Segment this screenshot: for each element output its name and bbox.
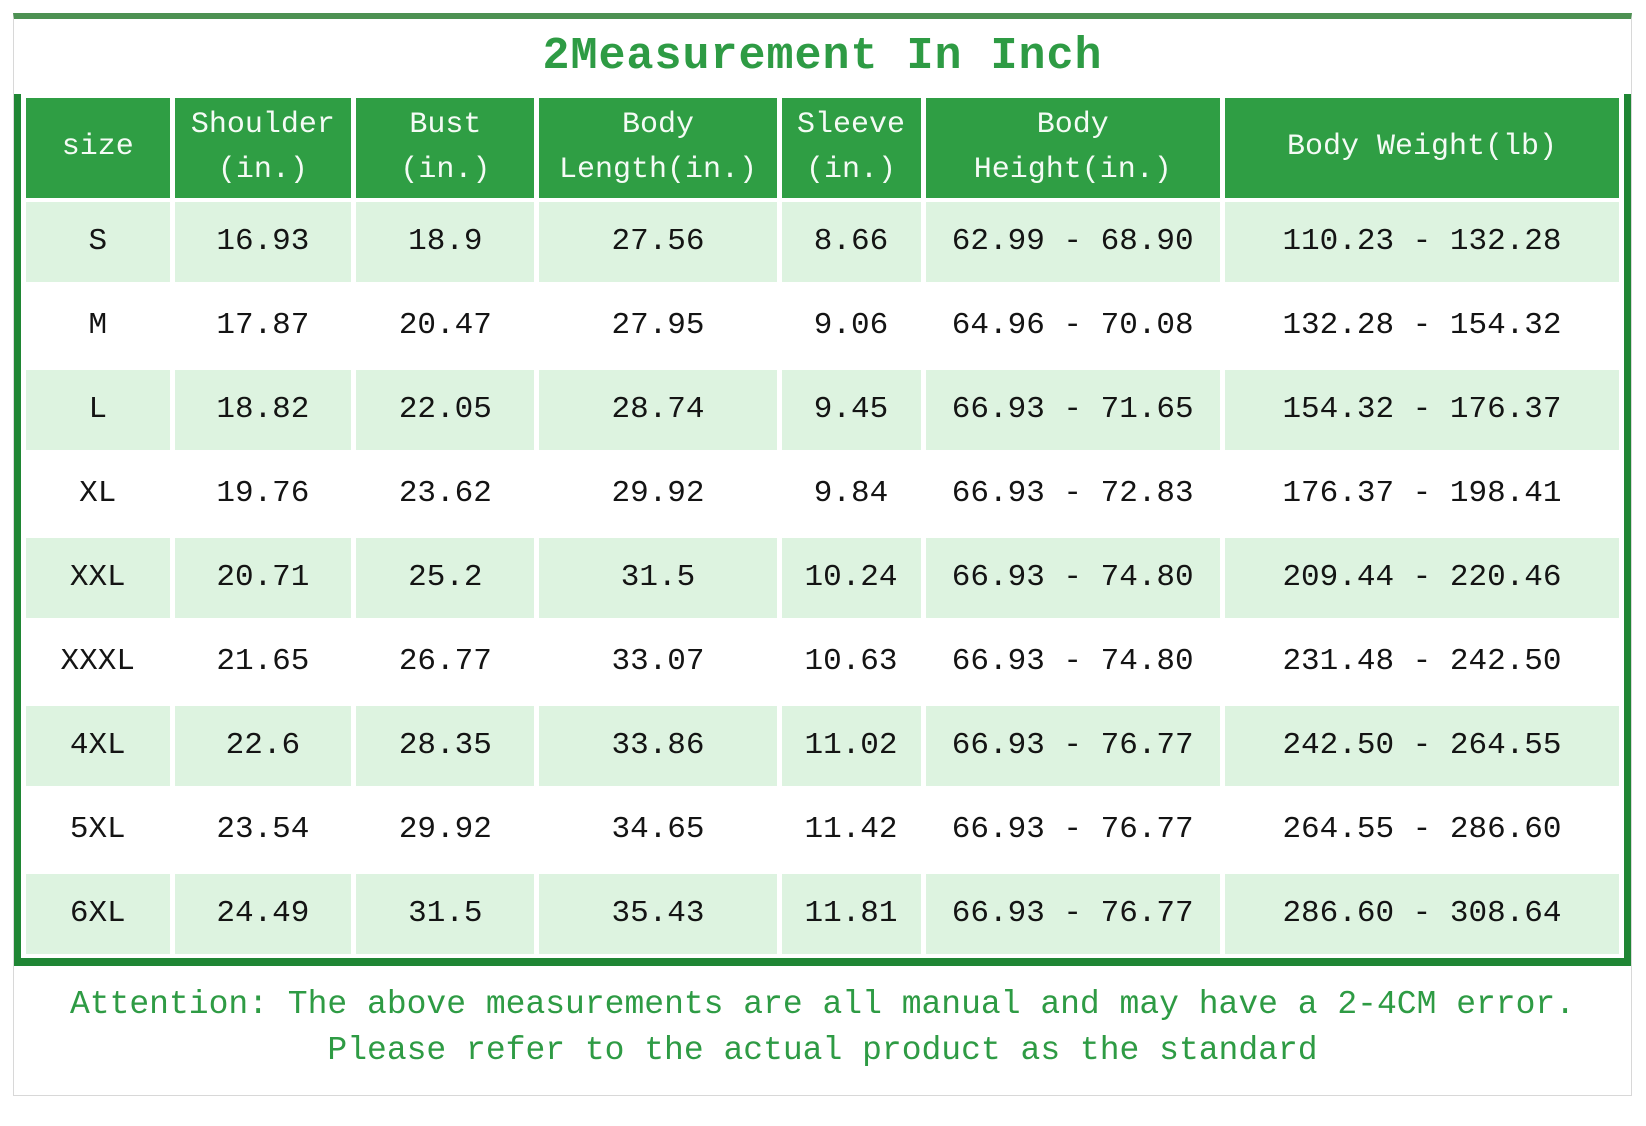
table-cell: 11.42	[781, 789, 921, 870]
table-cell: 66.93 - 74.80	[925, 621, 1220, 702]
size-chart-figure: 2Measurement In Inch size Shoulder (in.) B…	[13, 13, 1632, 1097]
table-cell: XXXL	[26, 621, 170, 702]
table-cell: 154.32 - 176.37	[1224, 369, 1619, 450]
table-cell: 29.92	[356, 789, 535, 870]
table-cell: 17.87	[174, 285, 352, 366]
column-header: Shoulder (in.)	[174, 97, 352, 198]
table-header: size Shoulder (in.) Bust (in.) Body Length(…	[26, 97, 1619, 198]
table-cell: 286.60 - 308.64	[1224, 873, 1619, 954]
column-header: Sleeve (in.)	[781, 97, 921, 198]
table-cell: 66.93 - 76.77	[925, 789, 1220, 870]
table-cell: 66.93 - 74.80	[925, 537, 1220, 618]
table-cell: 21.65	[174, 621, 352, 702]
column-header: Body Length(in.)	[539, 97, 777, 198]
table-cell: 29.92	[539, 453, 777, 534]
table-cell: XL	[26, 453, 170, 534]
table-cell: 19.76	[174, 453, 352, 534]
table-cell: 11.02	[781, 705, 921, 786]
column-header: Body Height(in.)	[925, 97, 1220, 198]
attention-line-2: Please refer to the actual product as th…	[327, 1032, 1318, 1070]
column-header: size	[26, 97, 170, 198]
table-cell: 18.9	[356, 201, 535, 282]
table-cell: 31.5	[356, 873, 535, 954]
table-cell: 10.63	[781, 621, 921, 702]
table-cell: 16.93	[174, 201, 352, 282]
table-cell: 27.56	[539, 201, 777, 282]
table-cell: 22.6	[174, 705, 352, 786]
table-row: XXL 20.71 25.2 31.5 10.24 66.93 - 74.80 209.44…	[26, 537, 1619, 618]
table-cell: 6XL	[26, 873, 170, 954]
table-cell: 176.37 - 198.41	[1224, 453, 1619, 534]
table-cell: 209.44 - 220.46	[1224, 537, 1619, 618]
table-cell: 231.48 - 242.50	[1224, 621, 1619, 702]
table-cell: 23.62	[356, 453, 535, 534]
table-body: S 16.93 18.9 27.56 8.66 62.99 - 68.90 110.23 -…	[26, 201, 1619, 954]
table-cell: 4XL	[26, 705, 170, 786]
table-cell: 33.07	[539, 621, 777, 702]
table-cell: 33.86	[539, 705, 777, 786]
table-row: XL 19.76 23.62 29.92 9.84 66.93 - 72.83 176.37…	[26, 453, 1619, 534]
chart-title: 2Measurement In Inch	[542, 31, 1103, 82]
table-cell: 110.23 - 132.28	[1224, 201, 1619, 282]
table-cell: 20.47	[356, 285, 535, 366]
table-cell: 10.24	[781, 537, 921, 618]
table-cell: 9.45	[781, 369, 921, 450]
table-cell: 11.81	[781, 873, 921, 954]
table-cell: 23.54	[174, 789, 352, 870]
table-cell: 66.93 - 71.65	[925, 369, 1220, 450]
table-cell: 64.96 - 70.08	[925, 285, 1220, 366]
table-cell: 5XL	[26, 789, 170, 870]
table-cell: 8.66	[781, 201, 921, 282]
table-cell: 132.28 - 154.32	[1224, 285, 1619, 366]
table-row: L 18.82 22.05 28.74 9.45 66.93 - 71.65 154.32 …	[26, 369, 1619, 450]
table-cell: 28.35	[356, 705, 535, 786]
table-cell: 25.2	[356, 537, 535, 618]
table-cell: 264.55 - 286.60	[1224, 789, 1619, 870]
table-cell: 9.06	[781, 285, 921, 366]
table-cell: 35.43	[539, 873, 777, 954]
table-cell: 26.77	[356, 621, 535, 702]
header-row: size Shoulder (in.) Bust (in.) Body Length(…	[26, 97, 1619, 198]
table-cell: 62.99 - 68.90	[925, 201, 1220, 282]
table-row: 6XL 24.49 31.5 35.43 11.81 66.93 - 76.77 286.6…	[26, 873, 1619, 954]
attention-note: Attention: The above measurements are al…	[14, 966, 1631, 1096]
table-cell: 34.65	[539, 789, 777, 870]
table-cell: M	[26, 285, 170, 366]
table-row: S 16.93 18.9 27.56 8.66 62.99 - 68.90 110.23 -…	[26, 201, 1619, 282]
table-cell: S	[26, 201, 170, 282]
table-row: 4XL 22.6 28.35 33.86 11.02 66.93 - 76.77 242.5…	[26, 705, 1619, 786]
attention-line-1: Attention: The above measurements are al…	[69, 985, 1576, 1023]
table-cell: 66.93 - 76.77	[925, 873, 1220, 954]
table-row: 5XL 23.54 29.92 34.65 11.42 66.93 - 76.77 264.…	[26, 789, 1619, 870]
column-header: Body Weight(lb)	[1224, 97, 1619, 198]
table-cell: 28.74	[539, 369, 777, 450]
table-cell: 27.95	[539, 285, 777, 366]
table-cell: 20.71	[174, 537, 352, 618]
table-cell: 66.93 - 76.77	[925, 705, 1220, 786]
table-row: M 17.87 20.47 27.95 9.06 64.96 - 70.08 132.28 …	[26, 285, 1619, 366]
column-header: Bust (in.)	[356, 97, 535, 198]
table-cell: 9.84	[781, 453, 921, 534]
table-cell: 242.50 - 264.55	[1224, 705, 1619, 786]
table-cell: XXL	[26, 537, 170, 618]
size-table: size Shoulder (in.) Bust (in.) Body Length(…	[21, 93, 1624, 958]
table-cell: 22.05	[356, 369, 535, 450]
table-cell: L	[26, 369, 170, 450]
table-cell: 66.93 - 72.83	[925, 453, 1220, 534]
table-cell: 18.82	[174, 369, 352, 450]
table-row: XXXL 21.65 26.77 33.07 10.63 66.93 - 74.80 231…	[26, 621, 1619, 702]
size-table-container: size Shoulder (in.) Bust (in.) Body Length(…	[14, 93, 1631, 966]
table-cell: 24.49	[174, 873, 352, 954]
table-cell: 31.5	[539, 537, 777, 618]
